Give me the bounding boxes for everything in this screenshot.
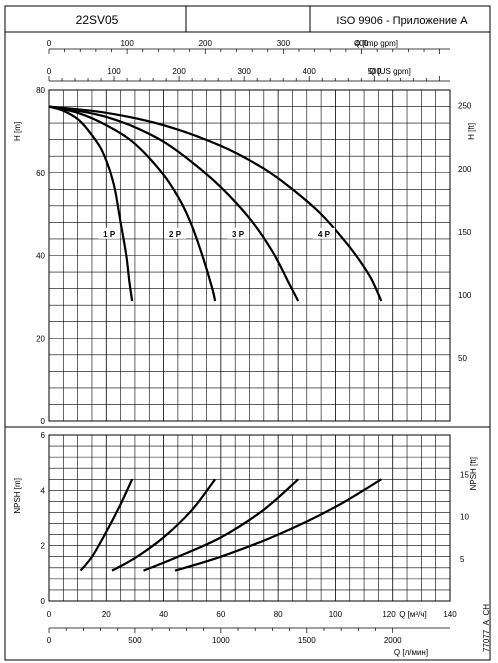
x-tick-label: 120 xyxy=(382,610,396,619)
x-tick-label: 20 xyxy=(102,610,111,619)
npsh-y-tick-label: 2 xyxy=(41,542,46,551)
y-tick-label: 60 xyxy=(36,169,45,178)
head-curve-3 xyxy=(48,105,300,302)
series-label: 1 P xyxy=(103,230,116,239)
npsh-y-right-tick-label: 15 xyxy=(460,471,469,480)
imp-gpm-tick-label: 400 xyxy=(355,39,369,48)
x-tick-label: 40 xyxy=(159,610,168,619)
us-gpm-axis-label: Q [US gpm] xyxy=(369,67,411,76)
y-axis-label: H [m] xyxy=(13,122,22,141)
y-right-tick-label: 50 xyxy=(458,354,467,363)
npsh-frame xyxy=(4,426,491,661)
imp-gpm-tick-label: 300 xyxy=(277,39,291,48)
npsh-curve-4 xyxy=(174,478,382,572)
us-gpm-tick-label: 0 xyxy=(47,67,52,76)
series-label: 3 P xyxy=(232,230,245,239)
npsh-y-axis-label: NPSH [m] xyxy=(13,478,22,514)
y-tick-label: 0 xyxy=(41,417,46,426)
lpm-tick-label: 2000 xyxy=(384,636,402,645)
us-gpm-tick-label: 100 xyxy=(107,67,121,76)
npsh-y-tick-label: 0 xyxy=(41,597,46,606)
drawing-code: 77077_A_CH xyxy=(482,604,491,652)
npsh-y-tick-label: 6 xyxy=(41,431,46,440)
standard-label: ISO 9906 - Приложение A xyxy=(336,15,468,27)
head-chart: 0 20 40 60 80 H [m] 50 100 150 200 250 H [ft] 0 100 20… xyxy=(4,31,491,428)
series-label-bg xyxy=(164,227,187,239)
us-gpm-tick-label: 300 xyxy=(237,67,251,76)
lpm-axis-label: Q [л/мин] xyxy=(394,648,428,657)
npsh-y-right-tick-label: 10 xyxy=(460,513,469,522)
head-curve-2 xyxy=(48,105,217,302)
header-table: 22SV05 ISO 9906 - Приложение A xyxy=(4,5,491,33)
plot-border xyxy=(48,434,451,602)
series-label-bg xyxy=(98,227,121,239)
npsh-y-tick-label: 4 xyxy=(41,486,46,495)
y-right-tick-label: 100 xyxy=(458,291,472,300)
npsh-y-right-axis-label: NPSH [ft] xyxy=(469,457,478,490)
x-tick-label: 0 xyxy=(47,610,52,619)
x-tick-label: 140 xyxy=(443,610,457,619)
plot-border xyxy=(48,89,451,422)
lpm-tick-label: 0 xyxy=(47,636,52,645)
x-axis-label: Q [м³/ч] xyxy=(399,610,426,619)
lpm-tick-label: 1500 xyxy=(298,636,316,645)
npsh-y-right-tick-label: 5 xyxy=(460,555,465,564)
y-tick-label: 40 xyxy=(36,252,45,261)
y-tick-label: 20 xyxy=(36,334,45,343)
us-gpm-tick-label: 500 xyxy=(368,67,382,76)
y-right-tick-label: 150 xyxy=(458,228,472,237)
y-right-tick-label: 250 xyxy=(458,102,472,111)
model-name: 22SV05 xyxy=(76,13,119,27)
y-right-axis-label: H [ft] xyxy=(467,123,476,140)
lpm-tick-label: 500 xyxy=(128,636,142,645)
imp-gpm-tick-label: 200 xyxy=(199,39,213,48)
x-tick-label: 80 xyxy=(274,610,283,619)
series-label: 2 P xyxy=(169,230,182,239)
imp-gpm-tick-label: 100 xyxy=(120,39,134,48)
us-gpm-tick-label: 400 xyxy=(303,67,317,76)
npsh-curve-3 xyxy=(143,478,299,572)
x-tick-label: 100 xyxy=(329,610,343,619)
lpm-tick-label: 1000 xyxy=(212,636,230,645)
series-label: 4 P xyxy=(318,230,331,239)
imp-gpm-tick-label: 0 xyxy=(47,39,52,48)
head-curve-4 xyxy=(48,105,383,302)
imp-gpm-axis-label: Q [Imp gpm] xyxy=(354,39,398,48)
x-tick-label: 60 xyxy=(216,610,225,619)
series-label-bg xyxy=(312,227,335,239)
npsh-curve-2 xyxy=(111,478,216,572)
series-label-bg xyxy=(227,227,250,239)
y-tick-label: 80 xyxy=(36,86,45,95)
npsh-chart: 0 2 4 6 NPSH [m] 5 10 15 NPSH [ft] 0 20 40 60 80 100 14… xyxy=(4,426,491,661)
head-curve-1 xyxy=(48,105,134,302)
y-right-tick-label: 200 xyxy=(458,165,472,174)
us-gpm-tick-label: 200 xyxy=(172,67,186,76)
npsh-curve-1 xyxy=(79,478,134,572)
